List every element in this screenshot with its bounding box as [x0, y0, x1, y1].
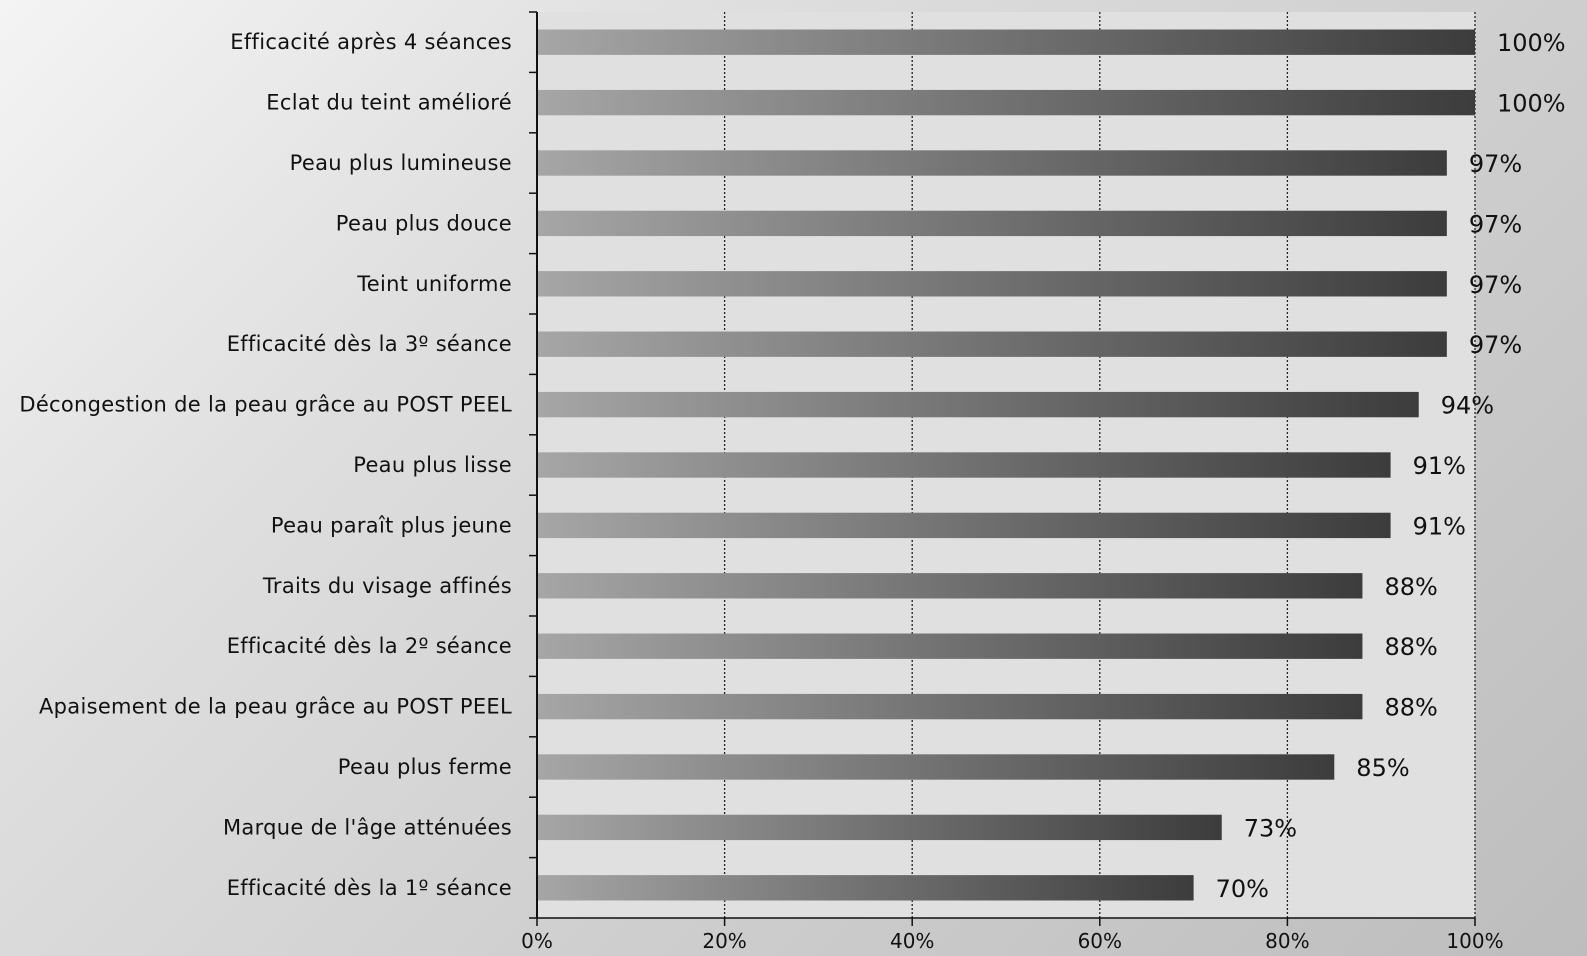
- x-tick-label: 60%: [1078, 929, 1122, 953]
- value-label: 97%: [1469, 271, 1522, 299]
- x-tick-label: 80%: [1265, 929, 1309, 953]
- bar: [537, 875, 1194, 901]
- bar: [537, 633, 1363, 659]
- category-label: Marque de l'âge atténuées: [223, 815, 512, 839]
- category-label: Peau plus lumineuse: [290, 151, 512, 175]
- category-label: Apaisement de la peau grâce au POST PEEL: [39, 695, 512, 719]
- value-label: 88%: [1384, 694, 1437, 722]
- value-label: 97%: [1469, 210, 1522, 238]
- category-label: Peau plus lisse: [353, 453, 512, 477]
- value-label: 91%: [1413, 452, 1466, 480]
- category-label: Peau plus douce: [336, 211, 512, 235]
- category-label: Efficacité dès la 3º séance: [227, 332, 512, 356]
- value-label: 97%: [1469, 331, 1522, 359]
- bar: [537, 693, 1363, 720]
- category-label: Décongestion de la peau grâce au POST PE…: [19, 393, 512, 417]
- bar: [537, 452, 1391, 478]
- value-label: 97%: [1469, 150, 1522, 178]
- bar: [537, 573, 1363, 599]
- x-tick-label: 100%: [1446, 929, 1503, 953]
- value-label: 91%: [1413, 512, 1466, 540]
- value-label: 73%: [1244, 814, 1297, 842]
- value-label: 100%: [1497, 29, 1566, 57]
- category-label: Efficacité dès la 1º séance: [227, 876, 512, 900]
- x-tick-label: 40%: [890, 929, 934, 953]
- value-label: 88%: [1384, 633, 1437, 661]
- x-tick-label: 20%: [702, 929, 746, 953]
- bar: [537, 754, 1335, 780]
- category-label: Efficacité dès la 2º séance: [227, 634, 512, 658]
- bar: [537, 331, 1447, 357]
- category-label: Traits du visage affinés: [262, 574, 512, 598]
- value-label: 94%: [1441, 392, 1494, 420]
- value-label: 88%: [1384, 573, 1437, 601]
- category-label: Teint uniforme: [356, 272, 512, 296]
- value-label: 85%: [1356, 754, 1409, 782]
- bar: [537, 29, 1475, 55]
- value-label: 100%: [1497, 90, 1566, 118]
- bar: [537, 391, 1419, 418]
- category-label: Peau paraît plus jeune: [271, 513, 512, 537]
- category-label: Efficacité après 4 séances: [230, 30, 512, 54]
- category-label: Eclat du teint amélioré: [266, 91, 512, 115]
- value-label: 70%: [1216, 875, 1269, 903]
- bar: [537, 210, 1447, 237]
- bar: [537, 150, 1447, 176]
- bar: [537, 89, 1475, 116]
- category-label: Peau plus ferme: [338, 755, 512, 779]
- bar: [537, 512, 1391, 539]
- bar: [537, 814, 1222, 841]
- x-tick-label: 0%: [521, 929, 553, 953]
- bar: [537, 271, 1447, 297]
